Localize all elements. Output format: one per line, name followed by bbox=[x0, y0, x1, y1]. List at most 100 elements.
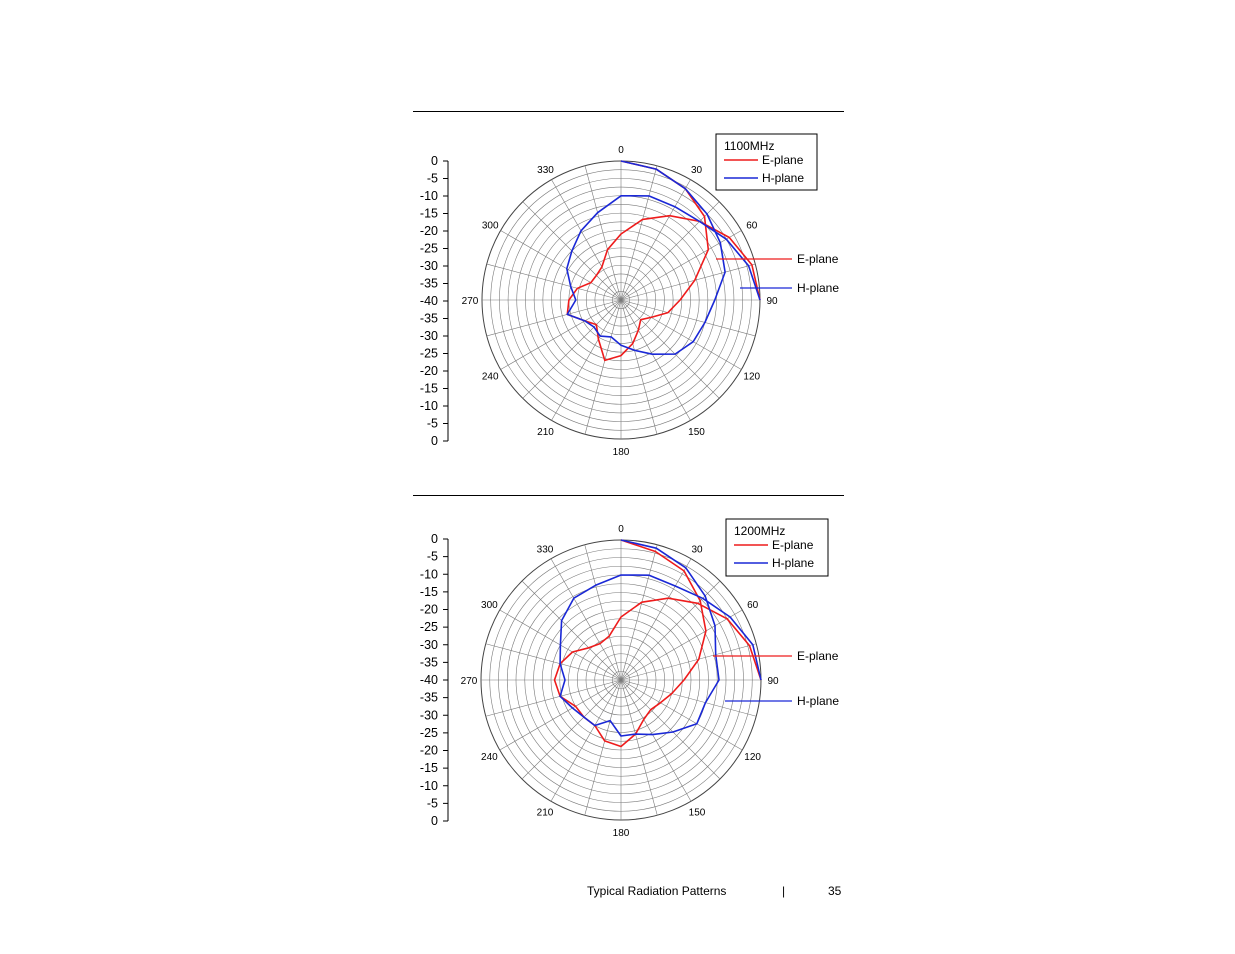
scale-tick-label: -10 bbox=[420, 399, 438, 413]
grid-spoke bbox=[620, 263, 756, 301]
scale-tick-label: -20 bbox=[420, 744, 438, 758]
scale-tick-label: -15 bbox=[420, 761, 438, 775]
angle-label: 240 bbox=[482, 372, 499, 383]
top-rule-2 bbox=[413, 495, 844, 496]
angle-label: 90 bbox=[766, 296, 778, 307]
angle-label: 0 bbox=[618, 145, 624, 156]
scale-axis: 0 -5 -10 -15 -20 -25 -30 -35 -40 -35 -30 -25 -20 -15 -… bbox=[420, 154, 449, 448]
scale-tick-label: -20 bbox=[420, 364, 438, 378]
grid-spoke bbox=[584, 679, 622, 816]
grid-spoke bbox=[620, 580, 721, 681]
grid-spoke bbox=[485, 643, 622, 681]
angle-label: 330 bbox=[537, 165, 554, 176]
grid-spoke bbox=[620, 201, 720, 301]
annotations: E-plane H-plane bbox=[716, 252, 839, 295]
angle-label: 180 bbox=[613, 447, 630, 458]
scale-tick-label: -40 bbox=[420, 294, 438, 308]
angle-label: 210 bbox=[537, 427, 554, 438]
scale-tick-label: -5 bbox=[427, 796, 438, 810]
angle-label: 300 bbox=[481, 600, 498, 611]
scale-tick-label: 0 bbox=[431, 532, 438, 546]
legend-box bbox=[725, 518, 829, 577]
scale-tick-label: -15 bbox=[420, 382, 438, 396]
legend-title: 1200MHz bbox=[734, 524, 785, 538]
grid-spoke bbox=[500, 230, 622, 301]
angle-label: 120 bbox=[743, 372, 760, 383]
angle-label: 120 bbox=[744, 752, 761, 763]
legend-box bbox=[715, 133, 818, 191]
angle-label: 0 bbox=[618, 524, 624, 535]
grid-spoke bbox=[620, 165, 658, 301]
scale-tick-label: -35 bbox=[420, 277, 438, 291]
angle-labels: 0 30 60 90 120 150 180 210 240 270 300 330 bbox=[461, 524, 779, 839]
angle-label: 270 bbox=[462, 296, 479, 307]
grid-spoke bbox=[584, 165, 622, 301]
grid-spoke bbox=[620, 679, 658, 816]
scale-tick-label: -5 bbox=[427, 417, 438, 431]
angle-label: 180 bbox=[613, 828, 630, 839]
angle-label: 30 bbox=[691, 544, 703, 555]
angle-label: 60 bbox=[746, 221, 758, 232]
scale-tick-label: -30 bbox=[420, 259, 438, 273]
angle-label: 150 bbox=[688, 427, 705, 438]
grid-spoke bbox=[620, 679, 692, 802]
grid-spoke bbox=[620, 230, 742, 301]
scale-tick-label: -30 bbox=[420, 638, 438, 652]
footer-section-title: Typical Radiation Patterns bbox=[587, 884, 727, 898]
angle-label: 330 bbox=[537, 544, 554, 555]
legend-entry: H-plane bbox=[762, 171, 804, 185]
angle-label: 30 bbox=[691, 165, 703, 176]
scale-tick-label: -10 bbox=[420, 567, 438, 581]
scale-tick-label: -15 bbox=[420, 585, 438, 599]
legend-entry: E-plane bbox=[772, 538, 814, 552]
angle-labels: 0 30 60 90 120 150 180 210 240 270 300 330 bbox=[462, 145, 778, 458]
scale-tick-label: -40 bbox=[420, 673, 438, 687]
scale-tick-label: -30 bbox=[420, 329, 438, 343]
grid-spoke bbox=[486, 263, 622, 301]
annotation-label: H-plane bbox=[797, 694, 839, 708]
grid-spoke bbox=[486, 299, 622, 337]
legend-title: 1100MHz bbox=[724, 139, 774, 153]
scale-axis: 0 -5 -10 -15 -20 -25 -30 -35 -40 -35 -30 -25 -20 -15 -… bbox=[420, 532, 449, 828]
grid-spoke bbox=[521, 679, 622, 780]
angle-label: 300 bbox=[482, 221, 499, 232]
footer-separator: | bbox=[782, 884, 786, 898]
grid-spoke bbox=[522, 299, 622, 399]
series-line-e-plane bbox=[566, 160, 761, 362]
scale-tick-label: -35 bbox=[420, 655, 438, 669]
grid-spoke bbox=[584, 544, 622, 681]
grid-spoke bbox=[620, 299, 742, 370]
scale-tick-label: 0 bbox=[431, 154, 438, 168]
scale-tick-label: -5 bbox=[427, 172, 438, 186]
grid-spoke bbox=[551, 179, 622, 301]
grid-spoke bbox=[620, 679, 743, 751]
grid-spoke bbox=[620, 179, 691, 301]
grid-spoke bbox=[620, 299, 658, 435]
scale-tick-label: -25 bbox=[420, 726, 438, 740]
polar-grid bbox=[481, 160, 761, 440]
angle-label: 60 bbox=[747, 600, 759, 611]
grid-spoke bbox=[500, 299, 622, 370]
grid-spoke bbox=[620, 609, 743, 681]
grid-spoke bbox=[620, 558, 692, 681]
grid-spoke bbox=[485, 679, 622, 717]
grid-spoke bbox=[620, 299, 756, 337]
grid-spoke bbox=[521, 580, 622, 681]
grid-spoke bbox=[620, 299, 691, 421]
scale-tick-label: -30 bbox=[420, 708, 438, 722]
scale-tick-label: -25 bbox=[420, 347, 438, 361]
angle-label: 210 bbox=[537, 808, 554, 819]
grid-spoke bbox=[620, 679, 721, 780]
annotation-label: H-plane bbox=[797, 281, 839, 295]
scale-tick-label: -35 bbox=[420, 691, 438, 705]
legend-entry: E-plane bbox=[762, 153, 804, 167]
grid-spoke bbox=[620, 679, 757, 717]
grid-spoke bbox=[620, 643, 757, 681]
scale-tick-label: -15 bbox=[420, 207, 438, 221]
angle-label: 150 bbox=[689, 808, 706, 819]
annotation-label: E-plane bbox=[797, 649, 839, 663]
series-line-h-plane bbox=[565, 160, 761, 356]
